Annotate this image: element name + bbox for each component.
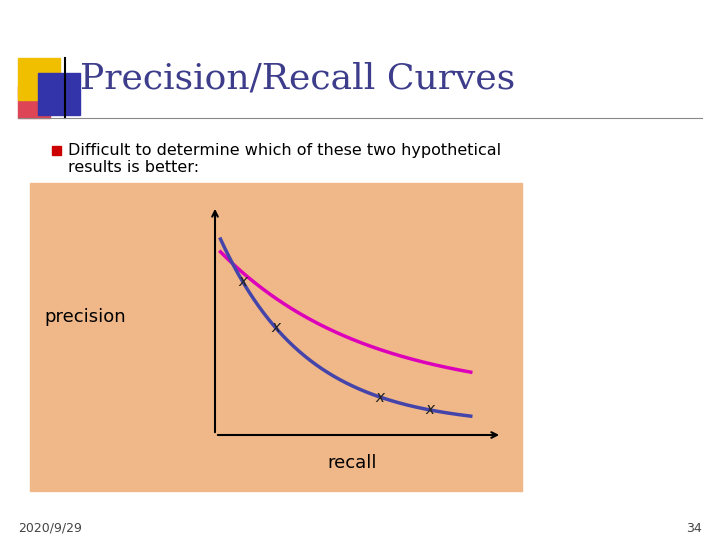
Text: x: x: [376, 389, 384, 404]
Text: 2020/9/29: 2020/9/29: [18, 522, 82, 535]
Text: x: x: [238, 274, 247, 289]
Bar: [38, 73, 80, 115]
Text: precision: precision: [44, 307, 126, 326]
Text: 34: 34: [686, 522, 702, 535]
Text: x: x: [425, 402, 434, 417]
Text: Precision/Recall Curves: Precision/Recall Curves: [80, 61, 516, 95]
Text: Difficult to determine which of these two hypothetical: Difficult to determine which of these tw…: [68, 143, 501, 158]
Text: recall: recall: [328, 454, 377, 472]
Bar: [18, 58, 60, 100]
Bar: [18, 86, 50, 118]
Bar: [52, 146, 61, 155]
Bar: [30, 183, 522, 491]
Text: x: x: [271, 320, 280, 335]
Text: results is better:: results is better:: [68, 160, 199, 176]
